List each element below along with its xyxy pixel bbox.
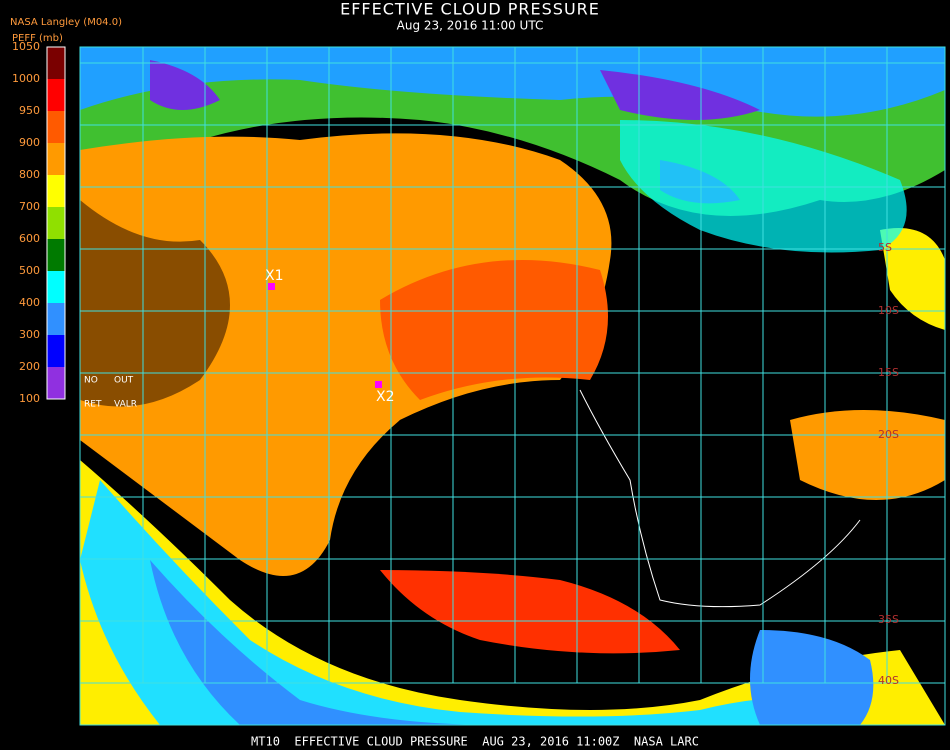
flag: NO xyxy=(84,376,98,386)
footer: MT10 EFFECTIVE CLOUD PRESSURE AUG 23, 20… xyxy=(251,735,699,749)
marker-label: X1 xyxy=(265,268,284,284)
map-frame xyxy=(79,46,946,726)
legend: 1050 1000 950 900 800 700 600 500 400 300 200 100 xyxy=(12,40,66,405)
color-swatch xyxy=(47,303,65,335)
legend-frame xyxy=(46,46,66,400)
color-swatch xyxy=(47,175,65,207)
latitude-label: 20S xyxy=(878,428,899,441)
color-swatch xyxy=(47,271,65,303)
color-swatch xyxy=(47,47,65,79)
latitude-label: 35S xyxy=(878,613,899,626)
color-swatch xyxy=(47,79,65,111)
legend-tick-label: 400 xyxy=(19,296,40,309)
marker-point xyxy=(268,283,275,290)
latitude-label: 40S xyxy=(878,674,899,687)
legend-tick-label: 1000 xyxy=(12,72,40,85)
flag: RET xyxy=(84,400,102,410)
marker-point xyxy=(375,381,382,388)
graticule xyxy=(80,47,945,684)
legend-tick-label: 200 xyxy=(19,360,40,373)
legend-tick-label: 1050 xyxy=(12,40,40,53)
subtitle: Aug 23, 2016 11:00 UTC xyxy=(397,19,544,33)
legend-tick-label: 800 xyxy=(19,168,40,181)
color-swatch xyxy=(47,239,65,271)
marker-label: X2 xyxy=(376,389,395,405)
color-swatch xyxy=(47,143,65,175)
source: NASA Langley (M04.0) xyxy=(10,17,122,28)
legend-tick-label: 500 xyxy=(19,264,40,277)
legend-tick-label: 900 xyxy=(19,136,40,149)
legend-tick-label: 100 xyxy=(19,392,40,405)
latitude-label: 15S xyxy=(878,366,899,379)
legend-tick-label: 600 xyxy=(19,232,40,245)
flag: OUT xyxy=(114,376,134,386)
title: EFFECTIVE CLOUD PRESSURE xyxy=(340,0,600,19)
color-swatch xyxy=(47,367,65,399)
latitude-label: 5S xyxy=(878,241,892,254)
imagery xyxy=(80,47,945,725)
color-swatch xyxy=(47,207,65,239)
latitude-label: 10S xyxy=(878,304,899,317)
color-swatch xyxy=(47,335,65,367)
legend-tick-label: 950 xyxy=(19,104,40,117)
legend-tick-label: 700 xyxy=(19,200,40,213)
latitude-labels: 5S 10S 15S 20S 35S 40S xyxy=(878,241,899,687)
color-swatch xyxy=(47,111,65,143)
flag: VALR xyxy=(114,400,137,410)
legend-unit: PEFF (mb) xyxy=(12,33,63,44)
legend-tick-label: 300 xyxy=(19,328,40,341)
